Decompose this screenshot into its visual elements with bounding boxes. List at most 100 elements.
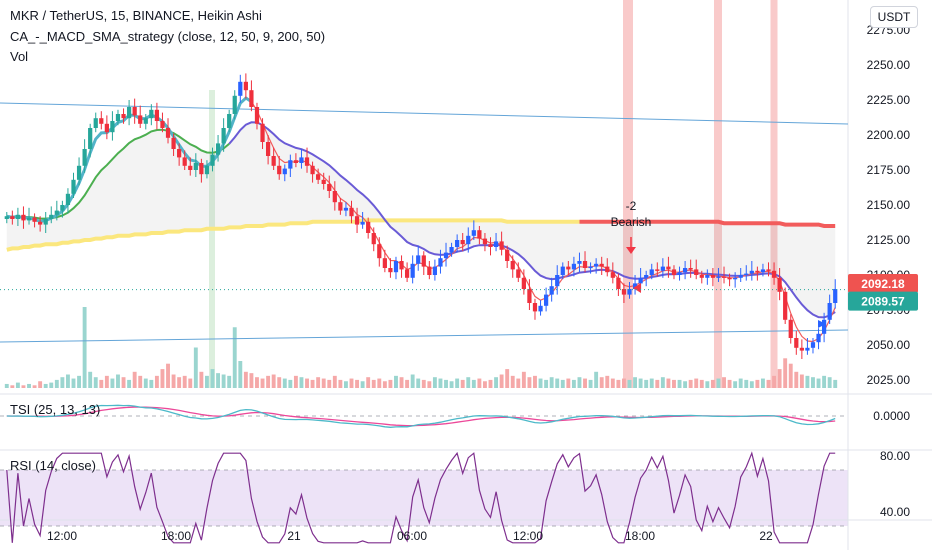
price-tick-label: 2225.00: [867, 93, 911, 107]
ma-slow-green: [6, 128, 230, 220]
strategy-legend[interactable]: CA_-_MACD_SMA_strategy (close, 12, 50, 9…: [10, 29, 326, 44]
candle: [833, 289, 838, 303]
volume-bar: [471, 379, 476, 388]
volume-bar: [649, 378, 654, 388]
volume-bar: [65, 374, 70, 388]
price-tick-label: 2250.00: [867, 58, 911, 72]
volume-bar: [722, 377, 726, 388]
volume-bar: [760, 378, 765, 388]
candle: [499, 241, 504, 250]
candle: [560, 266, 565, 275]
volume-bar: [177, 377, 182, 388]
candle: [204, 165, 210, 175]
volume-bar: [755, 379, 760, 388]
candle: [555, 275, 560, 287]
volume-bar: [38, 381, 43, 388]
ema200-line: [6, 218, 580, 252]
candle: [427, 266, 432, 275]
candle: [821, 319, 827, 334]
candle: [432, 266, 438, 275]
candle: [382, 258, 387, 268]
volume-bar: [4, 383, 9, 388]
ema200-line-red: [579, 219, 836, 228]
candle: [43, 219, 48, 225]
volume-bar: [10, 385, 15, 388]
volume-bar: [594, 371, 599, 388]
volume-bar: [727, 379, 732, 388]
candle: [293, 160, 299, 163]
volume-bar: [421, 379, 426, 388]
volume-bar: [77, 375, 82, 388]
candle: [332, 191, 337, 203]
candle: [199, 163, 204, 175]
candle: [810, 342, 816, 348]
volume-bar: [744, 379, 749, 388]
candle: [360, 221, 365, 225]
volume-bar: [811, 377, 815, 388]
volume-bar: [816, 378, 821, 388]
price-badge-label: 2089.57: [861, 295, 905, 309]
time-tick-label: 22: [759, 529, 773, 543]
candle: [727, 277, 732, 280]
candle: [238, 81, 243, 96]
volume-bar: [699, 379, 704, 388]
candle: [215, 143, 221, 155]
volume-bar: [277, 377, 282, 388]
volume-bar: [93, 377, 98, 388]
candle: [310, 165, 315, 175]
volume-legend[interactable]: Vol: [10, 49, 29, 64]
rsi-tick-label: 80.00: [880, 449, 910, 463]
volume-bar: [432, 377, 437, 388]
volume-bar: [127, 379, 132, 388]
candle: [594, 263, 599, 267]
volume-bar: [293, 375, 298, 388]
volume-bar: [255, 377, 259, 388]
candle: [482, 238, 488, 245]
candle: [399, 261, 404, 270]
volume-bar: [332, 375, 337, 388]
candle: [699, 275, 704, 278]
volume-bar: [199, 371, 204, 388]
volume-bar: [827, 377, 832, 388]
candle: [738, 275, 743, 278]
volume-bar: [560, 379, 565, 388]
candle: [121, 114, 126, 119]
volume-bar: [533, 375, 537, 388]
time-tick-label: 12:00: [47, 529, 77, 543]
volume-bar: [610, 378, 615, 388]
bearish-arrow-head: [626, 247, 636, 254]
candle: [421, 255, 426, 267]
symbol-legend[interactable]: MKR / TetherUS, 15, BINANCE, Heikin Ashi: [10, 8, 262, 23]
candle: [254, 107, 260, 124]
candle: [543, 294, 549, 306]
candle: [493, 241, 499, 247]
candle: [688, 268, 693, 270]
candle: [744, 273, 749, 276]
candle: [343, 207, 349, 211]
rsi-legend[interactable]: RSI (14, close): [10, 458, 96, 473]
currency-button[interactable]: USDT: [870, 6, 918, 28]
candle: [816, 333, 821, 343]
volume-bar: [538, 378, 543, 388]
candle: [99, 118, 104, 124]
candle: [538, 305, 543, 312]
candle: [160, 121, 165, 128]
candle: [471, 230, 476, 236]
candle: [443, 252, 449, 259]
volume-bar: [232, 327, 237, 388]
volume-bar: [666, 378, 671, 388]
candle: [805, 347, 810, 351]
volume-bar: [805, 375, 810, 388]
volume-bar: [705, 381, 710, 388]
candle: [582, 261, 588, 268]
volume-bar: [110, 378, 115, 388]
volume-bar: [216, 373, 221, 388]
volume-bar: [577, 377, 582, 388]
volume-bar: [316, 377, 321, 388]
volume-bar: [21, 385, 26, 388]
candle: [366, 221, 371, 233]
tsi-legend[interactable]: TSI (25, 13, 13): [10, 402, 101, 417]
candle: [138, 115, 143, 124]
volume-bar: [638, 378, 643, 388]
